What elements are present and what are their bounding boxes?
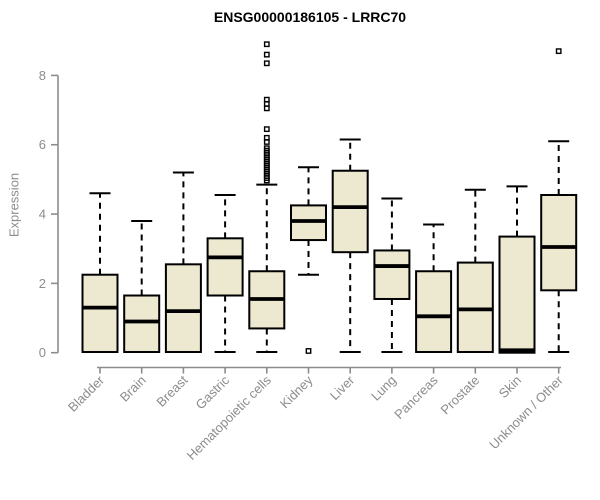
box-bladder (81, 273, 119, 354)
box-prostate (456, 261, 494, 354)
y-tick-label: 8 (39, 68, 46, 83)
x-tick-label: Brain (117, 373, 149, 405)
x-tick-label: Pancreas (391, 372, 441, 422)
x-tick-label: Skin (496, 373, 524, 401)
y-tick-label: 2 (39, 276, 46, 291)
box-gastric (206, 237, 244, 297)
outlier-point-hematopoietic-cells (263, 177, 270, 184)
x-tick-label: Prostate (438, 373, 483, 418)
y-axis-label: Expression (6, 172, 22, 238)
box-pancreas (415, 270, 453, 354)
x-tick-label: Lung (368, 373, 399, 404)
box-liver (331, 169, 369, 254)
x-tick-label: Liver (327, 372, 358, 403)
outlier-point-hematopoietic-cells (263, 51, 270, 58)
outlier-point-kidney (305, 348, 312, 354)
outlier-point-hematopoietic-cells (263, 41, 270, 48)
outlier-point-hematopoietic-cells (263, 139, 270, 145)
y-tick-label: 4 (39, 207, 46, 222)
outlier-point-hematopoietic-cells (263, 60, 270, 67)
box-skin (498, 235, 536, 354)
box-unknown-other (540, 193, 578, 292)
outlier-point-hematopoietic-cells (263, 100, 270, 107)
chart-title: ENSG00000186105 - LRRC70 (213, 9, 407, 25)
y-tick-label: 6 (39, 137, 46, 152)
x-tick-label: Kidney (277, 372, 316, 411)
y-tick-label: 0 (39, 345, 46, 360)
x-tick-label: Gastric (193, 372, 233, 412)
outlier-point-hematopoietic-cells (263, 105, 270, 112)
outlier-point-hematopoietic-cells (263, 126, 270, 133)
x-tick-label: Bladder (65, 372, 108, 415)
box-breast (164, 263, 202, 354)
x-tick-label: Unknown / Other (486, 372, 566, 452)
outlier-point-unknown-other (555, 48, 562, 55)
x-tick-label: Breast (153, 372, 190, 409)
box-brain (123, 294, 161, 354)
box-lung (373, 249, 411, 300)
